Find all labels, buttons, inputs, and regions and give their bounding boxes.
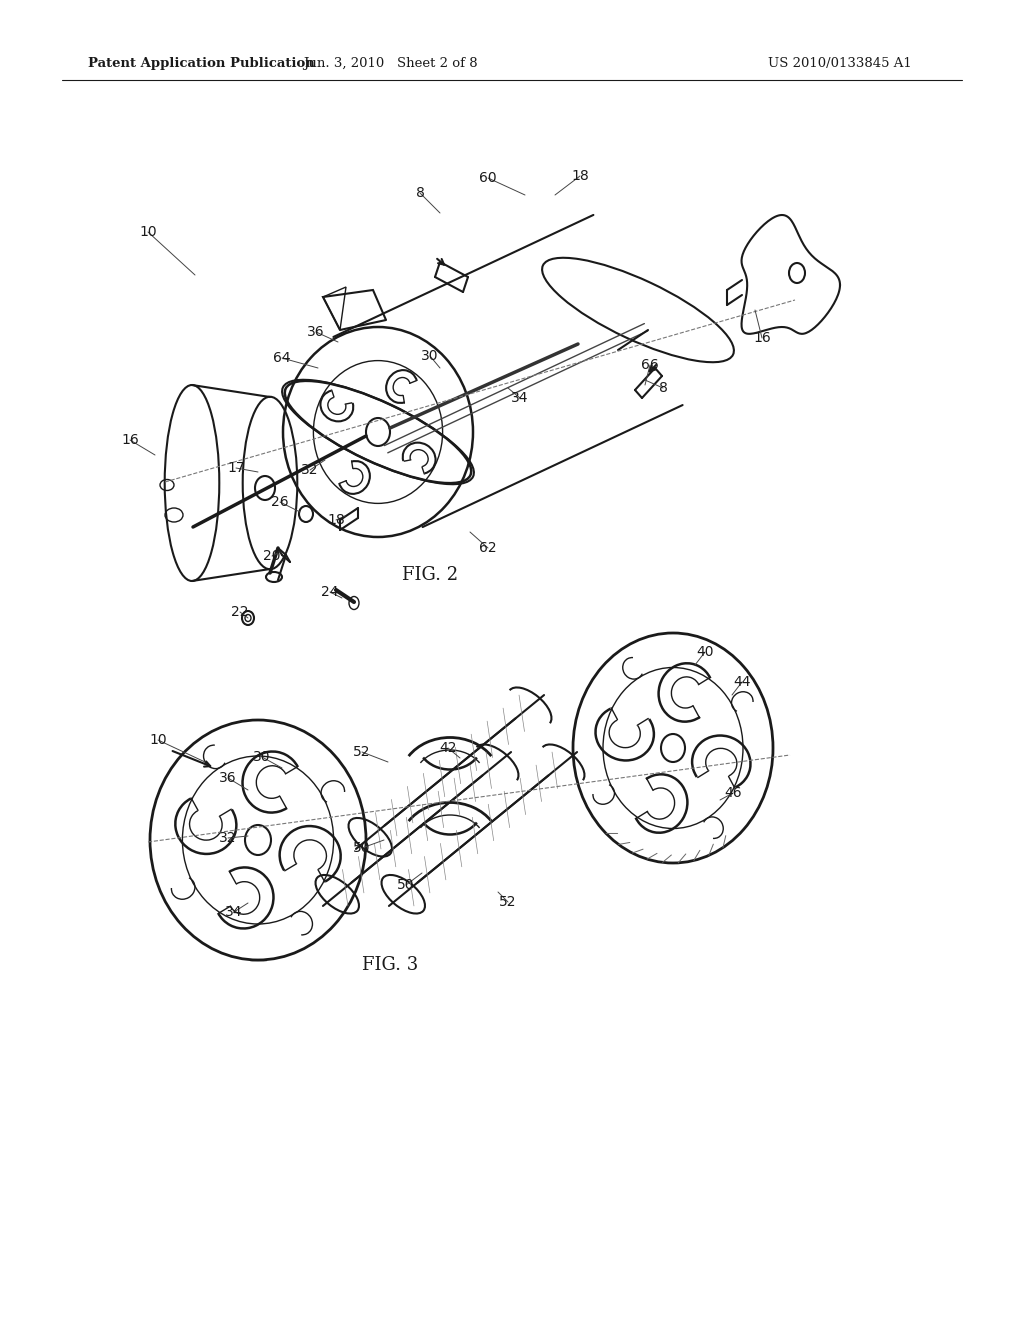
Text: 18: 18 xyxy=(327,513,345,527)
Text: 42: 42 xyxy=(439,741,457,755)
Text: 50: 50 xyxy=(353,841,371,855)
Text: 64: 64 xyxy=(273,351,291,366)
Text: 52: 52 xyxy=(500,895,517,909)
Text: US 2010/0133845 A1: US 2010/0133845 A1 xyxy=(768,57,912,70)
Text: 44: 44 xyxy=(733,675,751,689)
Text: FIG. 2: FIG. 2 xyxy=(402,566,458,583)
Text: 17: 17 xyxy=(227,461,245,475)
Text: 30: 30 xyxy=(253,750,270,764)
Text: 22: 22 xyxy=(231,605,249,619)
Text: 24: 24 xyxy=(322,585,339,599)
Text: Patent Application Publication: Patent Application Publication xyxy=(88,57,314,70)
Text: 10: 10 xyxy=(150,733,167,747)
Text: 36: 36 xyxy=(307,325,325,339)
Text: 18: 18 xyxy=(571,169,589,183)
Text: 62: 62 xyxy=(479,541,497,554)
Text: 46: 46 xyxy=(724,785,741,800)
Text: 60: 60 xyxy=(479,172,497,185)
Text: 20: 20 xyxy=(263,549,281,564)
Text: 34: 34 xyxy=(511,391,528,405)
Text: FIG. 3: FIG. 3 xyxy=(361,956,418,974)
Text: 40: 40 xyxy=(696,645,714,659)
Text: 10: 10 xyxy=(139,224,157,239)
Text: 52: 52 xyxy=(353,744,371,759)
Text: 66: 66 xyxy=(641,358,658,372)
Text: 32: 32 xyxy=(219,832,237,845)
Text: 8: 8 xyxy=(416,186,424,201)
Text: 8: 8 xyxy=(658,381,668,395)
Text: 16: 16 xyxy=(121,433,139,447)
Text: 30: 30 xyxy=(421,348,438,363)
Text: 32: 32 xyxy=(301,463,318,477)
Text: 34: 34 xyxy=(225,906,243,919)
Text: 50: 50 xyxy=(397,878,415,892)
Text: 26: 26 xyxy=(271,495,289,510)
Text: 36: 36 xyxy=(219,771,237,785)
Text: 16: 16 xyxy=(753,331,771,345)
Text: Jun. 3, 2010   Sheet 2 of 8: Jun. 3, 2010 Sheet 2 of 8 xyxy=(303,57,477,70)
